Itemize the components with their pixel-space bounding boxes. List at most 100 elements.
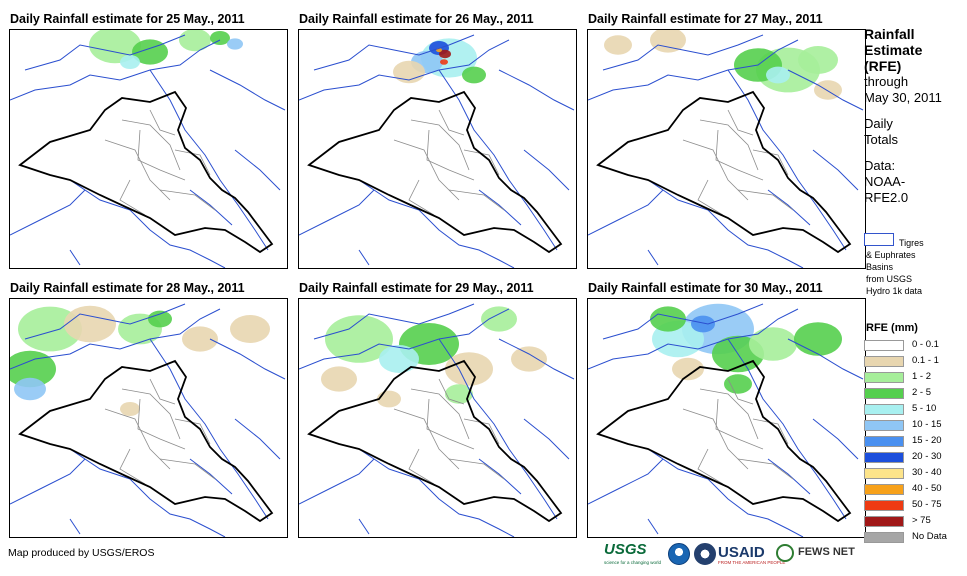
province-border — [699, 119, 759, 171]
province-border — [463, 149, 500, 176]
river-line — [588, 39, 799, 101]
rainfall-area — [325, 315, 393, 363]
rainfall-area — [766, 66, 790, 84]
river-line — [812, 149, 859, 191]
sidebar-title-1: Rainfall — [864, 26, 915, 42]
sidebar-title-3: (RFE) — [864, 58, 902, 74]
sidebar-data-source-1: NOAA- — [864, 174, 906, 189]
rainfall-area — [440, 59, 448, 65]
basin-line-2: & Euphrates — [866, 250, 916, 260]
river-line — [69, 518, 81, 535]
legend-swatch — [864, 468, 904, 479]
rainfall-area — [148, 310, 172, 328]
rainfall-area — [120, 402, 140, 416]
rainfall-area — [10, 350, 56, 388]
map-panel-27 — [587, 29, 866, 269]
rainfall-area — [120, 55, 140, 69]
legend-label: 10 - 15 — [912, 419, 942, 430]
river-line — [24, 303, 186, 340]
province-border — [727, 378, 754, 405]
river-line — [727, 338, 847, 520]
river-line — [10, 458, 86, 505]
fews-net-logo-icon — [776, 544, 794, 562]
usaid-tagline: FROM THE AMERICAN PEOPLE — [718, 560, 786, 565]
province-border — [159, 458, 216, 480]
province-border — [752, 149, 789, 176]
rainfall-area — [445, 384, 473, 404]
rainfall-area — [724, 374, 752, 394]
map-panel-28 — [9, 298, 288, 538]
rainfall-area — [377, 390, 401, 408]
river-line — [647, 249, 659, 266]
river-line — [647, 179, 804, 268]
river-line — [299, 458, 375, 505]
river-line — [299, 39, 510, 101]
usaid-logo: USAID — [718, 544, 765, 561]
sidebar-data-label: Data: — [864, 158, 896, 173]
map-panel-30 — [587, 298, 866, 538]
province-border — [121, 119, 181, 171]
province-border — [737, 458, 794, 480]
usgs-tagline: science for a changing world — [604, 560, 662, 565]
province-border — [119, 448, 146, 485]
legend-label: 5 - 10 — [912, 403, 937, 414]
province-border — [137, 129, 186, 181]
rainfall-area — [691, 315, 715, 333]
basin-line-3: Basins — [866, 262, 894, 272]
river-line — [787, 69, 864, 111]
province-border — [752, 418, 789, 445]
legend-label: No Data — [912, 531, 947, 542]
province-border — [448, 458, 505, 480]
river-line — [647, 448, 804, 537]
province-border — [410, 119, 470, 171]
rainfall-area — [210, 31, 230, 45]
river-line — [149, 338, 269, 520]
river-line — [209, 338, 286, 380]
legend-swatch — [864, 356, 904, 367]
panel-title-28: Daily Rainfall estimate for 28 May., 201… — [10, 281, 245, 295]
province-border — [727, 109, 754, 136]
sidebar-title-2: Estimate — [864, 42, 923, 58]
basin-line-1: Tigres — [899, 238, 924, 248]
map-svg — [299, 303, 575, 537]
river-line — [588, 308, 799, 370]
map-svg — [588, 303, 864, 537]
province-border — [174, 149, 211, 176]
sidebar: Rainfall Estimate (RFE) through May 30, … — [864, 26, 942, 206]
river-line — [299, 189, 375, 236]
province-border — [426, 129, 475, 181]
legend-label: > 75 — [912, 515, 931, 526]
river-line — [69, 249, 81, 266]
province-border — [463, 418, 500, 445]
rainfall-area — [798, 46, 838, 74]
panel-title-29: Daily Rainfall estimate for 29 May., 201… — [299, 281, 534, 295]
legend-label: 1 - 2 — [912, 371, 932, 382]
river-line — [438, 69, 558, 251]
rainfall-area — [462, 66, 486, 84]
province-border — [137, 398, 186, 450]
legend-swatch — [864, 500, 904, 511]
province-border — [737, 189, 794, 211]
legend-title: RFE (mm) — [866, 322, 918, 334]
rainfall-area — [794, 322, 842, 356]
legend-label: 2 - 5 — [912, 387, 932, 398]
country-border — [18, 359, 274, 523]
river-line — [69, 179, 226, 268]
legend-swatch — [864, 436, 904, 447]
province-border — [426, 398, 475, 450]
rainfall-area — [182, 326, 218, 352]
river-line — [189, 458, 233, 495]
panel-title-26: Daily Rainfall estimate for 26 May., 201… — [299, 12, 534, 26]
legend-swatch — [864, 420, 904, 431]
country-border — [596, 359, 852, 523]
river-line — [209, 69, 286, 111]
rainfall-area — [650, 306, 686, 332]
legend-label: 20 - 30 — [912, 451, 942, 462]
river-line — [358, 249, 370, 266]
country-border — [18, 90, 274, 254]
rainfall-area — [749, 327, 797, 361]
rainfall-area — [439, 49, 451, 59]
rainfall-area — [650, 30, 686, 53]
sidebar-daily: Daily — [864, 116, 893, 131]
map-panel-26 — [298, 29, 577, 269]
